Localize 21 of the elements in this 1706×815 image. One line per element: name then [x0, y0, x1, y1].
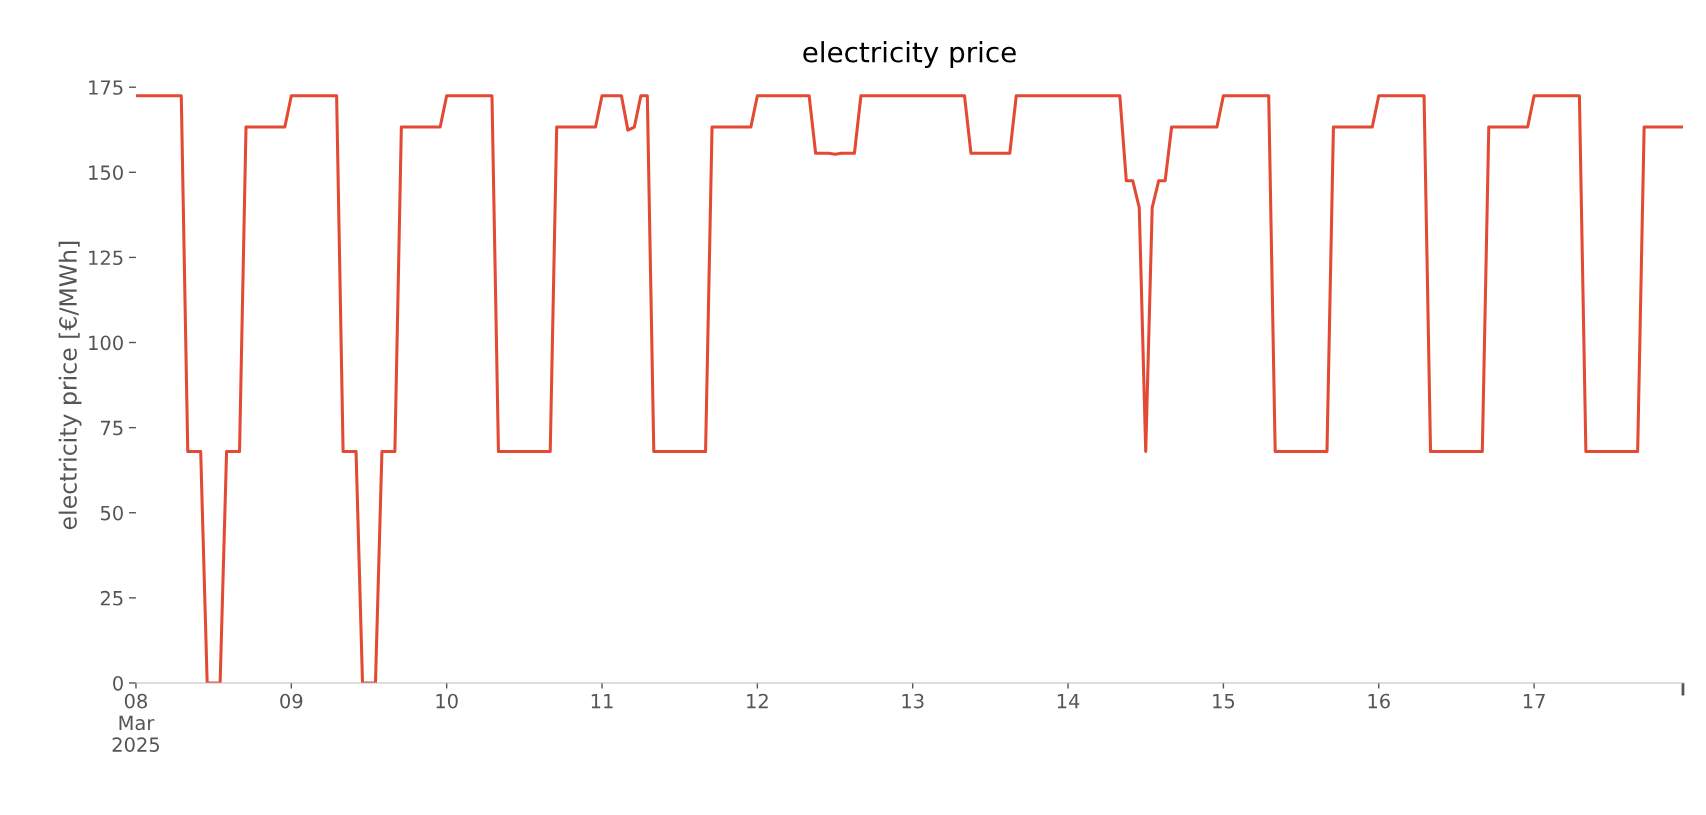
x-tick-label: 08 Mar 2025 [112, 693, 160, 752]
x-tick-label: 13 [902, 693, 924, 709]
y-tick-label: 0 [113, 675, 123, 691]
line-series [135, 94, 1683, 683]
x-tick-label: 12 [747, 693, 768, 709]
y-tick-label: 125 [89, 250, 123, 266]
y-tick-label: 50 [100, 505, 123, 521]
x-tick-label: 09 [280, 693, 303, 709]
y-tick-label: 100 [89, 335, 123, 351]
x-tick-label: 10 [436, 693, 458, 709]
x-tick-label: 11 [591, 693, 613, 709]
y-tick-label: 175 [89, 80, 123, 95]
y-tick-label: 75 [101, 420, 123, 436]
chart-title: electricity price [803, 41, 1016, 68]
x-tick-label: 14 [1057, 693, 1080, 709]
y-tick-label: 150 [89, 165, 123, 180]
y-tick-label: 25 [100, 590, 123, 606]
x-tick-label: 16 [1368, 693, 1390, 709]
x-tick-label: 17 [1523, 693, 1545, 709]
y-axis-title: electricity price [€/MWh] [58, 241, 82, 530]
x-tick-label: 15 [1213, 693, 1235, 709]
